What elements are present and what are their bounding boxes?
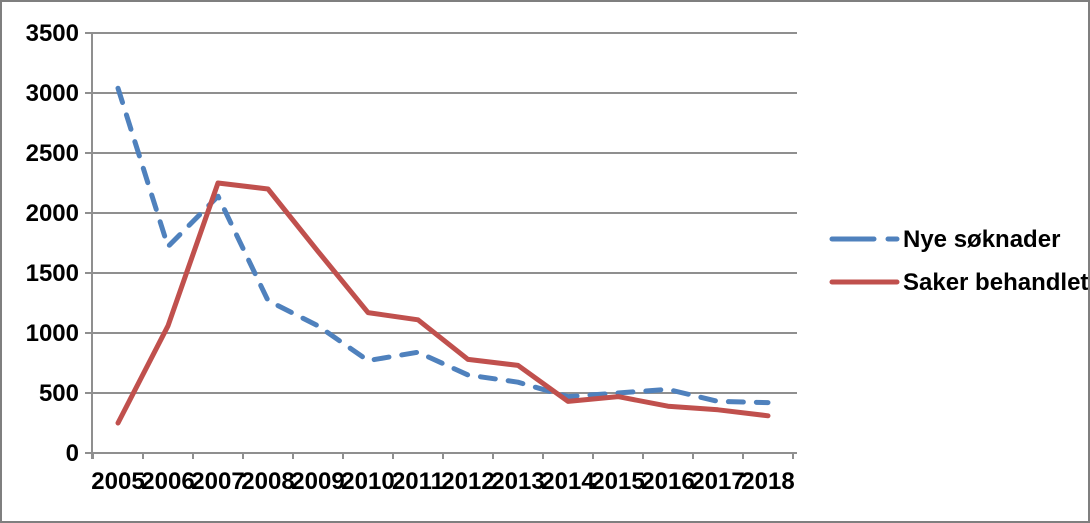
- x-tick-label: 2018: [741, 468, 794, 495]
- y-tick-label: 500: [39, 380, 79, 407]
- x-tick-label: 2015: [591, 468, 644, 495]
- legend-label: Nye søknader: [903, 226, 1060, 253]
- y-tick-label: 2000: [26, 200, 79, 227]
- series-line-1: [115, 180, 771, 426]
- y-tick-label: 1000: [26, 320, 79, 347]
- legend-item-0: Nye søknader: [829, 226, 1060, 253]
- legend-label: Saker behandlet: [903, 269, 1088, 296]
- legend-item-1: Saker behandlet: [829, 269, 1088, 296]
- x-tick-label: 2010: [341, 468, 394, 495]
- x-tick-label: 2008: [241, 468, 294, 495]
- y-tick-label: 3500: [26, 20, 79, 47]
- x-tick-label: 2006: [141, 468, 194, 495]
- x-tick-label: 2007: [191, 468, 244, 495]
- series-line-0: [115, 85, 771, 406]
- x-tick-label: 2012: [441, 468, 494, 495]
- y-tick-label: 0: [66, 440, 79, 467]
- x-tick-label: 2017: [691, 468, 744, 495]
- y-axis-labels: 0 500 1000 1500 2000 2500 3000 3500: [26, 20, 79, 467]
- series-lines: [115, 85, 771, 426]
- legend: Nye søknader Saker behandlet: [829, 226, 1088, 296]
- x-tick-label: 2013: [491, 468, 544, 495]
- y-tick-label: 2500: [26, 140, 79, 167]
- x-tick-label: 2005: [91, 468, 144, 495]
- y-tick-label: 3000: [26, 80, 79, 107]
- x-axis-labels: 2005200620072008200920102011201220132014…: [91, 468, 794, 495]
- x-tick-label: 2009: [291, 468, 344, 495]
- axes: [85, 32, 797, 459]
- y-tick-label: 1500: [26, 260, 79, 287]
- x-tick-label: 2014: [541, 468, 595, 495]
- x-tick-label: 2016: [641, 468, 694, 495]
- x-tick-label: 2011: [392, 468, 444, 495]
